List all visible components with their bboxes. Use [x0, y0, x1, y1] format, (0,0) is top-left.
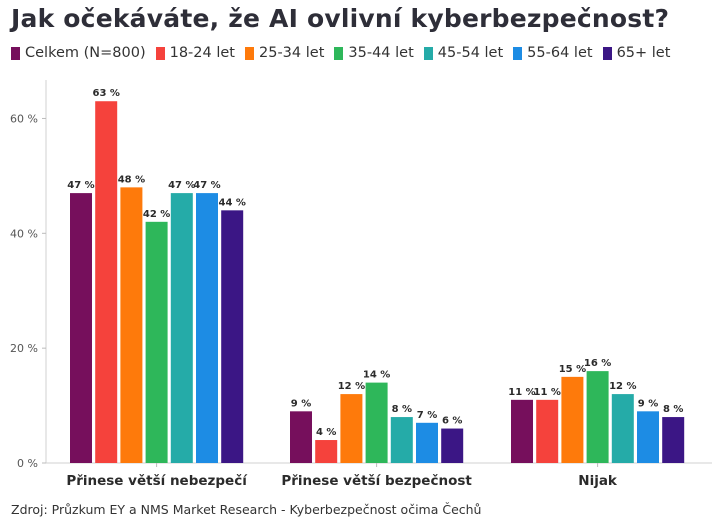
data-label: 11 %: [533, 387, 560, 398]
bar: [536, 399, 559, 463]
data-label: 15 %: [559, 364, 586, 375]
legend-swatch: [245, 46, 254, 60]
category-label: Nijak: [578, 473, 618, 489]
legend: Celkem (N=800) 18-24 let 25-34 let 35-44 le…: [11, 45, 680, 61]
bar: [95, 101, 118, 464]
legend-item: 18-24 let: [155, 45, 235, 61]
category-label: Přinese větší nebezpečí: [66, 473, 248, 489]
bar: [586, 371, 609, 463]
data-label: 12 %: [338, 381, 365, 392]
y-tick-label: 20 %: [10, 342, 38, 355]
data-label: 12 %: [609, 381, 636, 392]
bar: [221, 210, 244, 463]
bar: [390, 417, 413, 463]
data-label: 6 %: [442, 416, 462, 427]
bar: [511, 399, 533, 463]
legend-item: 55-64 let: [513, 45, 593, 61]
data-label: 8 %: [663, 404, 683, 415]
legend-label: 35-44 let: [348, 45, 414, 61]
bar-chart: 0 %20 %40 %60 %47 %63 %48 %42 %47 %47 %4…: [10, 80, 712, 489]
bar: [145, 221, 168, 463]
legend-label: 25-34 let: [259, 45, 325, 61]
chart-title: Jak očekáváte, že AI ovlivní kyberbezpeč…: [11, 4, 670, 33]
legend-label: 45-54 let: [437, 45, 504, 61]
y-tick-label: 40 %: [10, 227, 38, 240]
legend-item: 65+ let: [602, 45, 671, 61]
data-label: 9 %: [638, 398, 658, 409]
data-label: 9 %: [291, 398, 311, 409]
legend-swatch: [423, 46, 433, 60]
legend-swatch: [602, 46, 612, 60]
bar: [365, 382, 388, 463]
legend-item: 25-34 let: [245, 45, 324, 61]
y-tick-label: 60 %: [10, 112, 38, 125]
y-tick-label: 0 %: [17, 457, 38, 470]
legend-label: 55-64 let: [527, 45, 593, 61]
data-label: 44 %: [218, 197, 245, 208]
legend-swatch: [513, 46, 523, 60]
source-note: Zdroj: Průzkum EY a NMS Market Research …: [11, 502, 482, 517]
data-label: 47 %: [168, 180, 195, 191]
bar: [315, 440, 338, 463]
legend-item: 45-54 let: [423, 45, 504, 61]
bar: [120, 187, 143, 463]
bar: [561, 376, 584, 463]
bar: [441, 428, 464, 463]
legend-swatch: [155, 46, 165, 60]
data-label: 8 %: [392, 404, 412, 415]
bar: [637, 411, 659, 463]
legend-swatch: [334, 46, 344, 60]
data-label: 42 %: [143, 209, 170, 220]
bar: [196, 193, 218, 463]
data-label: 7 %: [417, 410, 437, 421]
data-label: 4 %: [316, 427, 336, 438]
legend-label: 18-24 let: [169, 45, 235, 61]
legend-label: Celkem (N=800): [25, 45, 146, 61]
legend-item: 35-44 let: [334, 45, 414, 61]
data-label: 47 %: [67, 180, 94, 191]
bar: [70, 193, 92, 463]
bar: [170, 193, 193, 463]
data-label: 11 %: [508, 387, 535, 398]
legend-item: Celkem (N=800): [11, 45, 146, 61]
bar: [340, 394, 363, 463]
data-label: 63 %: [92, 88, 119, 99]
data-label: 47 %: [193, 180, 220, 191]
data-label: 16 %: [584, 358, 611, 369]
category-label: Přinese větší bezpečnost: [281, 473, 472, 489]
bar: [416, 422, 438, 463]
bar: [662, 417, 685, 463]
legend-swatch: [11, 46, 20, 60]
bar: [611, 394, 634, 463]
legend-label: 65+ let: [616, 45, 671, 61]
data-label: 48 %: [118, 174, 145, 185]
bar: [290, 411, 312, 463]
data-label: 14 %: [363, 370, 390, 381]
